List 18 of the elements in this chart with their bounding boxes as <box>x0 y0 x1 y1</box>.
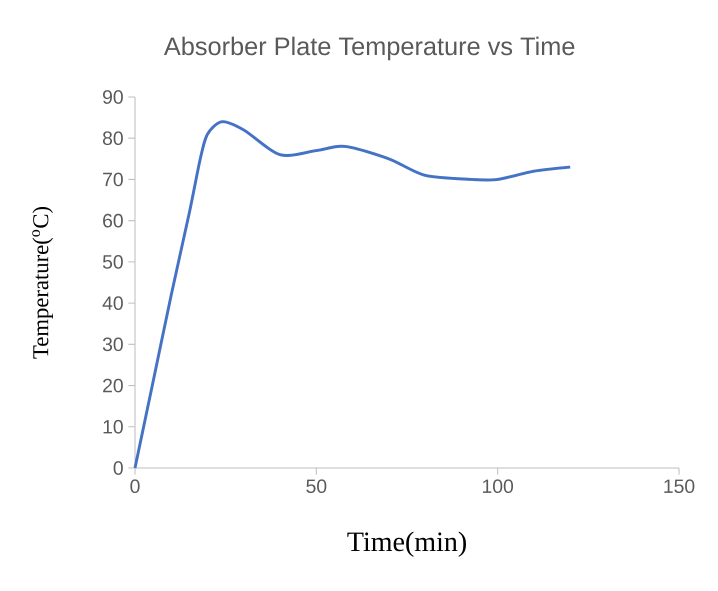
y-tick-label: 20 <box>103 378 123 392</box>
x-axis-title: Time(min) <box>347 532 466 557</box>
x-tick-label: 150 <box>664 479 694 494</box>
y-axis-title: Temperature($^{o}$C) <box>32 206 53 359</box>
line-series <box>134 120 572 470</box>
chart-title: Absorber Plate Temperature vs Time <box>164 36 574 60</box>
x-tick-label: 50 <box>306 479 326 494</box>
y-tick-label: 40 <box>102 296 123 310</box>
y-tick-label: 90 <box>103 90 123 104</box>
y-tick-label: 80 <box>102 131 123 146</box>
y-tick-label: 50 <box>102 255 123 269</box>
y-tick-label: 10 <box>104 420 123 434</box>
y-tick-label: 30 <box>102 337 123 352</box>
y-tick-label: 70 <box>103 172 123 186</box>
x-tick-label: 0 <box>130 479 140 494</box>
x-tick-label: 100 <box>483 479 514 494</box>
y-tick-label: 60 <box>103 214 123 228</box>
y-tick-label: 0 <box>114 461 123 475</box>
